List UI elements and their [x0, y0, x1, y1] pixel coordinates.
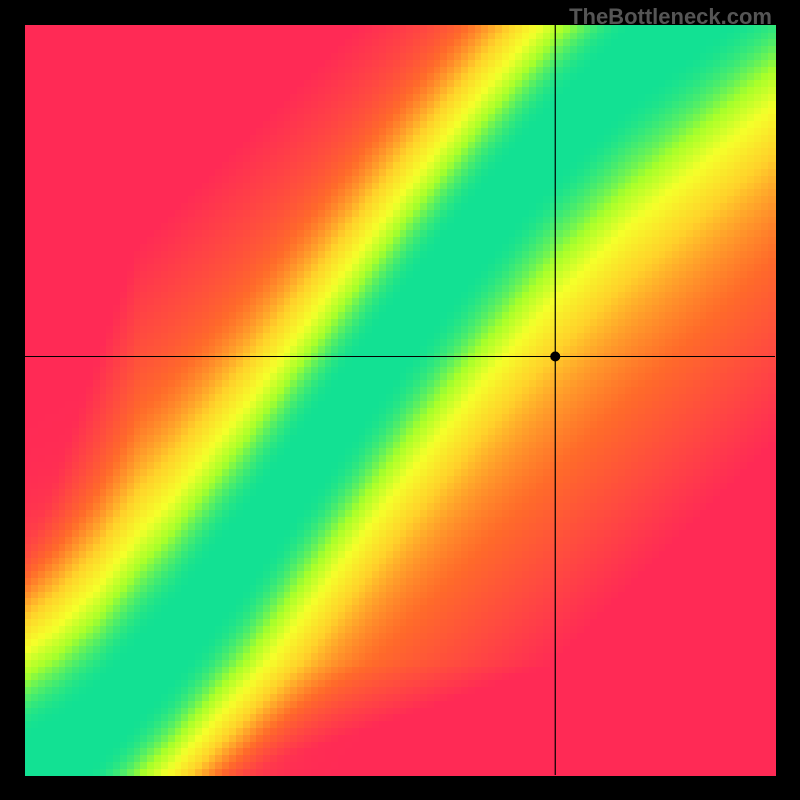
bottleneck-heatmap: [0, 0, 800, 800]
chart-container: TheBottleneck.com: [0, 0, 800, 800]
watermark-text: TheBottleneck.com: [569, 4, 772, 30]
